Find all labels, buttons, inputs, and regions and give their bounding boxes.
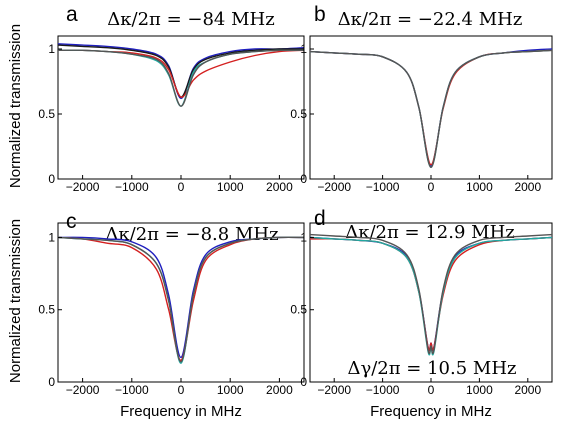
panel-d-ticks: −2000 −1000 0 1000 2000 0 0.5 1 (290, 230, 541, 397)
panel-b-series (309, 48, 553, 169)
panel-d-ytick-label: 0.5 (290, 303, 307, 317)
panel-d-letter: d (314, 207, 326, 230)
panel-d-series-2-line (309, 236, 553, 351)
panel-b-annotation: Δκ/2π = −22.4 MHz (338, 9, 523, 30)
panel-a-ytick-label: 0.5 (38, 107, 55, 121)
panel-d-xtick-label: −2000 (317, 383, 351, 397)
panel-a-xtick-label: 2000 (266, 180, 293, 194)
panel-c-xtick-label: −2000 (66, 383, 100, 397)
panel-a-xtick-label: 1000 (217, 180, 244, 194)
panel-d-ytick-label: 1 (300, 230, 307, 244)
panel-b-xtick-label: 1000 (466, 180, 493, 194)
panel-a-series (57, 43, 305, 107)
panel-b-series-1-line (309, 48, 553, 167)
panel-a: a Δκ/2π = −84 MHz −2000 −1000 0 1000 2000 0 0.… (38, 3, 305, 194)
panel-b-plot-frame (309, 35, 553, 180)
panel-d-annotation-2: Δγ/2π = 10.5 MHz (347, 358, 516, 379)
panel-b-xtick-label: 2000 (514, 180, 541, 194)
panel-c-ytick-label: 0 (48, 375, 55, 389)
panel-c-ytick-label: 1 (48, 230, 55, 244)
panel-a-ylabel: Normalized transmission (7, 24, 24, 188)
panel-d-xtick-label: 1000 (466, 383, 493, 397)
panel-a-series-1-line (57, 43, 305, 100)
panel-c-xtick-label: −1000 (115, 383, 149, 397)
panel-b-xtick-label: 0 (428, 180, 435, 194)
panel-c-xtick-label: 1000 (217, 383, 244, 397)
panel-b-ytick-label: 1 (300, 42, 307, 56)
panel-c-xtick-label: 0 (178, 383, 185, 397)
panel-b-series-4-line (309, 49, 553, 169)
panel-c-series-4-line (57, 236, 305, 363)
panel-d-series-3-line (309, 236, 553, 356)
panel-a-xtick-label: −2000 (66, 180, 100, 194)
panel-c-plot-frame (57, 222, 305, 383)
panel-c-xlabel: Frequency in MHz (120, 403, 242, 420)
panel-a-xtick-label: 0 (178, 180, 185, 194)
panel-a-series-5-line (57, 49, 305, 107)
panel-a-letter: a (66, 3, 78, 26)
panel-a-ytick-label: 1 (48, 42, 55, 56)
panel-c-letter: c (66, 210, 77, 233)
panel-c-xtick-label: 2000 (266, 383, 293, 397)
panel-d-series-4-line (309, 233, 553, 355)
panel-c-ticks: −2000 −1000 0 1000 2000 0 0.5 1 (38, 230, 293, 397)
panel-a-series-3-line (57, 49, 305, 98)
panel-d-xlabel: Frequency in MHz (370, 403, 492, 420)
panel-b-series-3-line (309, 49, 553, 169)
panel-b-letter: b (314, 3, 326, 26)
panel-b: b Δκ/2π = −22.4 MHz −2000 −1000 0 1000 2000 0… (290, 3, 553, 194)
panel-d-series-1-line (309, 236, 553, 351)
panel-c-ytick-label: 0.5 (38, 303, 55, 317)
panel-d-xtick-label: 2000 (514, 383, 541, 397)
panel-b-xtick-label: −2000 (317, 180, 351, 194)
panel-a-annotation: Δκ/2π = −84 MHz (107, 9, 274, 30)
panel-d-xtick-label: 0 (428, 383, 435, 397)
panel-b-ticks: −2000 −1000 0 1000 2000 0 0.5 1 (290, 42, 541, 194)
panel-d-series (309, 233, 553, 356)
panel-c-series-2-line (57, 236, 305, 362)
panel-d-annotation: Δκ/2π = 12.9 MHz (345, 222, 515, 243)
panel-c-series-1-line (57, 236, 305, 359)
panel-d-xtick-label: −1000 (366, 383, 400, 397)
panel-c-series (57, 236, 305, 364)
panel-a-ticks: −2000 −1000 0 1000 2000 0 0.5 1 (38, 42, 293, 194)
panel-a-plot-frame (57, 35, 305, 180)
panel-c-annotation: Δκ/2π = −8.8 MHz (105, 224, 278, 245)
panel-a-xtick-label: −1000 (115, 180, 149, 194)
panel-c-ylabel: Normalized transmission (7, 219, 24, 383)
panel-b-ytick-label: 0 (300, 172, 307, 186)
panel-c-series-3-line (57, 236, 305, 364)
panel-c: c Δκ/2π = −8.8 MHz −2000 −1000 0 1000 2000 0 0… (38, 210, 305, 397)
panel-b-xtick-label: −1000 (366, 180, 400, 194)
panel-d: d Δκ/2π = 12.9 MHz −2000 −1000 0 1000 2000 0 0… (290, 207, 553, 397)
panel-b-ytick-label: 0.5 (290, 107, 307, 121)
panel-a-ytick-label: 0 (48, 172, 55, 186)
panel-b-series-2-line (309, 49, 553, 166)
panel-d-ytick-label: 0 (300, 375, 307, 389)
